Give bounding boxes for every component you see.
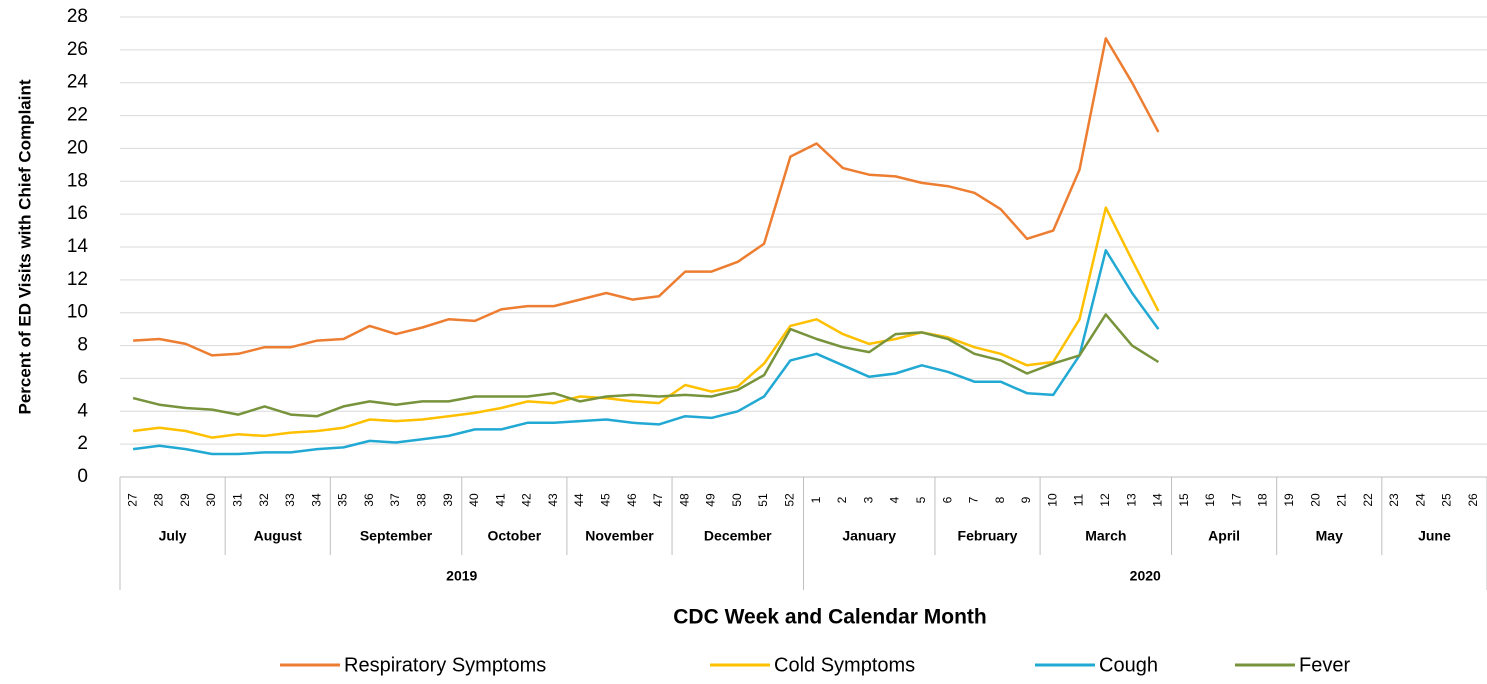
y-tick-label: 12: [67, 269, 88, 290]
x-tick-label: 27: [125, 493, 139, 507]
y-tick-label: 2: [77, 433, 88, 454]
y-tick-label: 10: [67, 302, 88, 323]
y-tick-label: 14: [67, 236, 89, 257]
x-tick-label: 15: [1177, 493, 1191, 507]
month-label: January: [842, 528, 896, 544]
month-label: February: [958, 528, 1018, 544]
x-tick-label: 3: [861, 496, 875, 503]
line: [132, 206, 1160, 439]
x-tick-label: 13: [1124, 493, 1138, 507]
x-tick-label: 5: [914, 496, 928, 503]
month-label: April: [1208, 528, 1240, 544]
x-tick-label: 52: [783, 493, 797, 507]
x-tick-label: 32: [257, 493, 271, 507]
y-tick-label: 26: [67, 39, 88, 60]
x-tick-label: 43: [546, 493, 560, 507]
y-axis-label: Percent of ED Visits with Chief Complain…: [15, 79, 34, 414]
x-tick-label: 35: [336, 493, 350, 507]
x-tick-label: 36: [362, 493, 376, 507]
x-axis-label: CDC Week and Calendar Month: [673, 606, 986, 629]
x-tick-label: 26: [1466, 493, 1480, 507]
x-tick-label: 14: [1151, 493, 1165, 507]
x-tick-label: 22: [1361, 493, 1375, 507]
year-label: 2020: [1130, 568, 1161, 584]
x-tick-label: 38: [414, 493, 428, 507]
x-tick-label: 49: [704, 493, 718, 507]
x-tick-label: 41: [493, 493, 507, 507]
x-tick-label: 7: [967, 496, 981, 503]
x-tick-label: 6: [940, 496, 954, 503]
line: [133, 37, 1160, 357]
x-tick-label: 30: [204, 493, 218, 507]
month-label: September: [360, 528, 433, 544]
x-tick-label: 24: [1413, 493, 1427, 507]
year-label: 2019: [446, 568, 477, 584]
x-tick-label: 16: [1203, 493, 1217, 507]
month-label: July: [159, 528, 187, 544]
x-tick-label: 25: [1440, 493, 1454, 507]
x-tick-label: 46: [625, 493, 639, 507]
x-tick-label: 37: [388, 493, 402, 507]
month-label: November: [585, 528, 654, 544]
x-tick-label: 47: [651, 493, 665, 507]
x-tick-label: 33: [283, 493, 297, 507]
line: [132, 249, 1160, 456]
month-label: December: [704, 528, 772, 544]
x-tick-label: 12: [1098, 493, 1112, 507]
month-label: August: [254, 528, 303, 544]
x-tick-label: 1: [809, 496, 823, 503]
legend-label: Fever: [1299, 654, 1350, 676]
x-tick-label: 44: [572, 493, 586, 507]
y-tick-label: 24: [67, 72, 89, 93]
legend-label: Cold Symptoms: [774, 654, 915, 676]
line: [132, 313, 1160, 418]
x-tick-label: 48: [677, 493, 691, 507]
legend-label: Cough: [1099, 654, 1158, 676]
y-tick-label: 22: [67, 105, 88, 126]
y-tick-label: 8: [77, 335, 88, 356]
x-tick-label: 18: [1256, 493, 1270, 507]
y-tick-label: 0: [77, 466, 88, 487]
month-label: May: [1316, 528, 1343, 544]
y-tick-label: 16: [67, 203, 88, 224]
y-tick-label: 6: [77, 367, 88, 388]
x-tick-label: 28: [152, 493, 166, 507]
x-tick-label: 4: [888, 496, 902, 503]
x-tick-label: 45: [599, 493, 613, 507]
x-tick-label: 9: [1019, 496, 1033, 503]
y-tick-label: 4: [77, 400, 88, 421]
x-tick-label: 20: [1308, 493, 1322, 507]
month-label: June: [1418, 528, 1451, 544]
x-tick-label: 11: [1072, 493, 1086, 506]
legend-label: Respiratory Symptoms: [344, 654, 546, 676]
x-tick-label: 39: [441, 493, 455, 507]
x-tick-label: 8: [993, 496, 1007, 503]
x-tick-label: 17: [1229, 493, 1243, 507]
x-tick-label: 31: [230, 493, 244, 507]
x-tick-label: 50: [730, 493, 744, 507]
month-label: March: [1085, 528, 1126, 544]
month-label: October: [487, 528, 541, 544]
x-tick-label: 34: [309, 493, 323, 507]
y-tick-label: 18: [67, 170, 88, 191]
x-tick-label: 42: [520, 493, 534, 507]
x-tick-label: 51: [756, 493, 770, 507]
x-tick-label: 23: [1387, 493, 1401, 507]
y-tick-label: 28: [67, 6, 88, 27]
y-tick-label: 20: [67, 137, 88, 158]
x-tick-label: 10: [1045, 493, 1059, 507]
x-tick-label: 2: [835, 496, 849, 503]
x-tick-label: 29: [178, 493, 192, 507]
x-tick-label: 40: [467, 493, 481, 507]
x-tick-label: 19: [1282, 493, 1296, 507]
x-tick-label: 21: [1335, 493, 1349, 507]
